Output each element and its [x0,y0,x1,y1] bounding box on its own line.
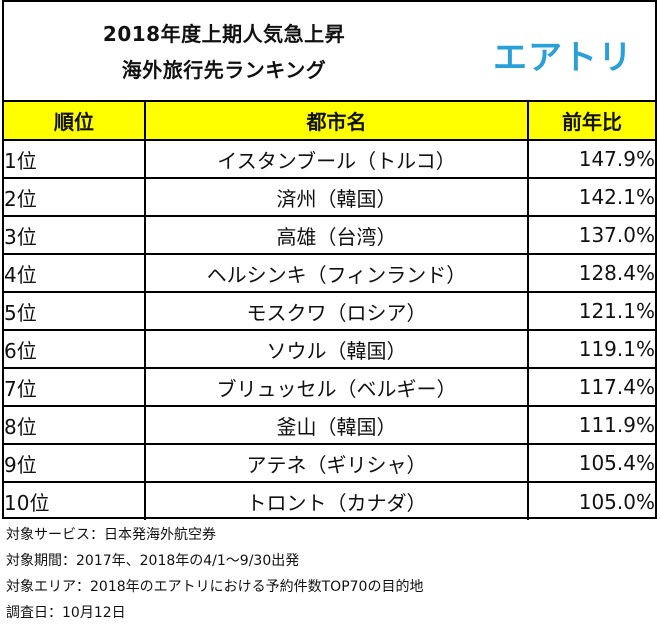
city-cell: トロント（カナダ） [144,481,529,520]
brand-logo: エアトリ [493,38,633,78]
survey-notes: 対象サービス：日本発海外航空券 対象期間：2017年、2018年の4/1〜9/3… [6,522,423,626]
rank-cell: 1位 [4,139,146,179]
city-cell: 釜山（韓国） [144,405,529,445]
column-header-ratio: 前年比 [527,102,655,141]
rank-cell: 4位 [4,253,146,293]
city-cell: 高雄（台湾） [144,215,529,255]
table-row: 1位 イスタンブール（トルコ） 147.9% [4,139,655,179]
ratio-cell: 119.1% [527,329,655,369]
table-row: 10位 トロント（カナダ） 105.0% [4,481,655,520]
ratio-cell: 147.9% [527,139,655,179]
table-row: 7位 ブリュッセル（ベルギー） 117.4% [4,367,655,407]
note-service: 対象サービス：日本発海外航空券 [6,527,216,543]
ratio-cell: 105.0% [527,481,655,520]
ratio-cell: 111.9% [527,405,655,445]
ratio-cell: 137.0% [527,215,655,255]
table-row: 2位 済州（韓国） 142.1% [4,177,655,217]
column-header-city: 都市名 [144,102,529,141]
city-cell: 済州（韓国） [144,177,529,217]
rank-cell: 7位 [4,367,146,407]
city-cell: アテネ（ギリシャ） [144,443,529,483]
ratio-cell: 128.4% [527,253,655,293]
ranking-title-line2: 海外旅行先ランキング [121,58,327,82]
ratio-cell: 142.1% [527,177,655,217]
ratio-cell: 117.4% [527,367,655,407]
city-cell: モスクワ（ロシア） [144,291,529,331]
table-header-row: 順位 都市名 前年比 [4,102,655,141]
rank-cell: 3位 [4,215,146,255]
note-area: 対象エリア：2018年のエアトリにおける予約件数TOP70の目的地 [6,579,424,595]
city-cell: ブリュッセル（ベルギー） [144,367,529,407]
ratio-cell: 105.4% [527,443,655,483]
ranking-header: 2018年度上期人気急上昇 海外旅行先ランキング エアトリ [4,2,655,102]
table-row: 4位 ヘルシンキ（フィンランド） 128.4% [4,253,655,293]
rank-cell: 2位 [4,177,146,217]
table-row: 5位 モスクワ（ロシア） 121.1% [4,291,655,331]
note-survey-date: 調査日：10月12日 [6,605,126,621]
city-cell: ソウル（韓国） [144,329,529,369]
rank-cell: 9位 [4,443,146,483]
rank-cell: 10位 [4,481,146,520]
table-row: 9位 アテネ（ギリシャ） 105.4% [4,443,655,483]
city-cell: ヘルシンキ（フィンランド） [144,253,529,293]
table-row: 8位 釜山（韓国） 111.9% [4,405,655,445]
ranking-frame: 2018年度上期人気急上昇 海外旅行先ランキング エアトリ 順位 都市名 前年比… [2,0,657,520]
table-row: 3位 高雄（台湾） 137.0% [4,215,655,255]
ratio-cell: 121.1% [527,291,655,331]
ranking-title-line1: 2018年度上期人気急上昇 [102,22,346,46]
rank-cell: 5位 [4,291,146,331]
city-cell: イスタンブール（トルコ） [144,139,529,179]
ranking-table: 順位 都市名 前年比 1位 イスタンブール（トルコ） 147.9% 2位 済州（… [4,102,655,520]
rank-cell: 8位 [4,405,146,445]
table-row: 6位 ソウル（韓国） 119.1% [4,329,655,369]
note-period: 対象期間：2017年、2018年の4/1〜9/30出発 [6,553,300,569]
rank-cell: 6位 [4,329,146,369]
column-header-rank: 順位 [4,102,146,141]
